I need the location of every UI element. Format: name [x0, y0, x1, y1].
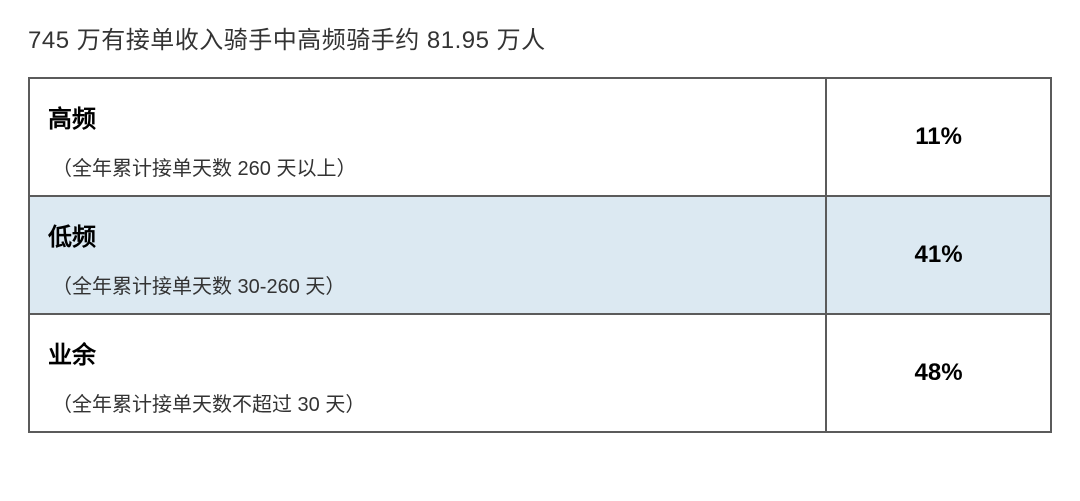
- rider-frequency-table: 高频 （全年累计接单天数 260 天以上） 11% 低频 （全年累计接单天数 3…: [28, 77, 1052, 433]
- category-note: （全年累计接单天数 30-260 天）: [48, 270, 807, 299]
- category-cell: 高频 （全年累计接单天数 260 天以上）: [29, 78, 826, 196]
- category-label: 高频: [48, 99, 807, 134]
- category-cell: 低频 （全年累计接单天数 30-260 天）: [29, 196, 826, 314]
- table-row: 低频 （全年累计接单天数 30-260 天） 41%: [29, 196, 1051, 314]
- category-note: （全年累计接单天数不超过 30 天）: [48, 388, 807, 417]
- category-cell: 业余 （全年累计接单天数不超过 30 天）: [29, 314, 826, 432]
- category-note: （全年累计接单天数 260 天以上）: [48, 152, 807, 181]
- category-label: 业余: [48, 335, 807, 370]
- percent-cell: 48%: [826, 314, 1051, 432]
- category-label: 低频: [48, 217, 807, 252]
- percent-cell: 41%: [826, 196, 1051, 314]
- table-row: 高频 （全年累计接单天数 260 天以上） 11%: [29, 78, 1051, 196]
- page-title: 745 万有接单收入骑手中高频骑手约 81.95 万人: [28, 20, 1052, 55]
- percent-cell: 11%: [826, 78, 1051, 196]
- table-row: 业余 （全年累计接单天数不超过 30 天） 48%: [29, 314, 1051, 432]
